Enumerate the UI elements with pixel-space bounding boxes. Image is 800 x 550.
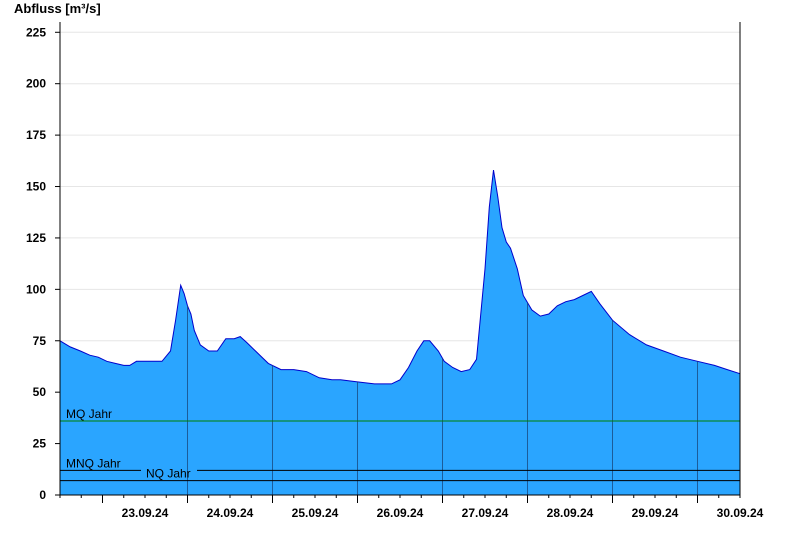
x-tick-label: 29.09.24 xyxy=(632,506,679,520)
x-tick-label: 26.09.24 xyxy=(377,506,424,520)
x-tick-label: 23.09.24 xyxy=(122,506,169,520)
y-tick-label: 200 xyxy=(26,77,46,91)
y-tick-label: 25 xyxy=(33,437,47,451)
reference-label: MNQ Jahr xyxy=(66,456,121,470)
x-tick-label: 30.09.24 xyxy=(717,506,764,520)
reference-label: MQ Jahr xyxy=(66,407,112,421)
y-tick-label: 100 xyxy=(26,282,46,296)
y-tick-label: 50 xyxy=(33,385,47,399)
reference-lines: MQ Jahr MNQ Jahr NQ Jahr xyxy=(60,407,740,482)
y-tick-label: 0 xyxy=(39,488,46,502)
reference-label: NQ Jahr xyxy=(146,467,191,481)
y-tick-label: 225 xyxy=(26,25,46,39)
discharge-line xyxy=(59,170,741,385)
x-tick-label: 28.09.24 xyxy=(547,506,594,520)
y-tick-label: 175 xyxy=(26,128,46,142)
y-axis-ticks: 0 25 50 75 100 125 150 175 200 225 xyxy=(26,25,60,502)
y-tick-label: 75 xyxy=(33,334,47,348)
discharge-area xyxy=(60,170,740,495)
x-tick-label: 27.09.24 xyxy=(462,506,509,520)
y-tick-label: 125 xyxy=(26,231,46,245)
x-axis-ticks: 23.09.24 24.09.24 25.09.24 26.09.24 27.09.24… xyxy=(59,495,764,520)
x-tick-label: 25.09.24 xyxy=(292,506,339,520)
x-tick-label: 24.09.24 xyxy=(207,506,254,520)
y-axis-label: Abfluss [m³/s] xyxy=(14,1,101,16)
y-tick-label: 150 xyxy=(26,180,46,194)
plot-area xyxy=(59,170,741,495)
day-separators xyxy=(187,302,698,495)
